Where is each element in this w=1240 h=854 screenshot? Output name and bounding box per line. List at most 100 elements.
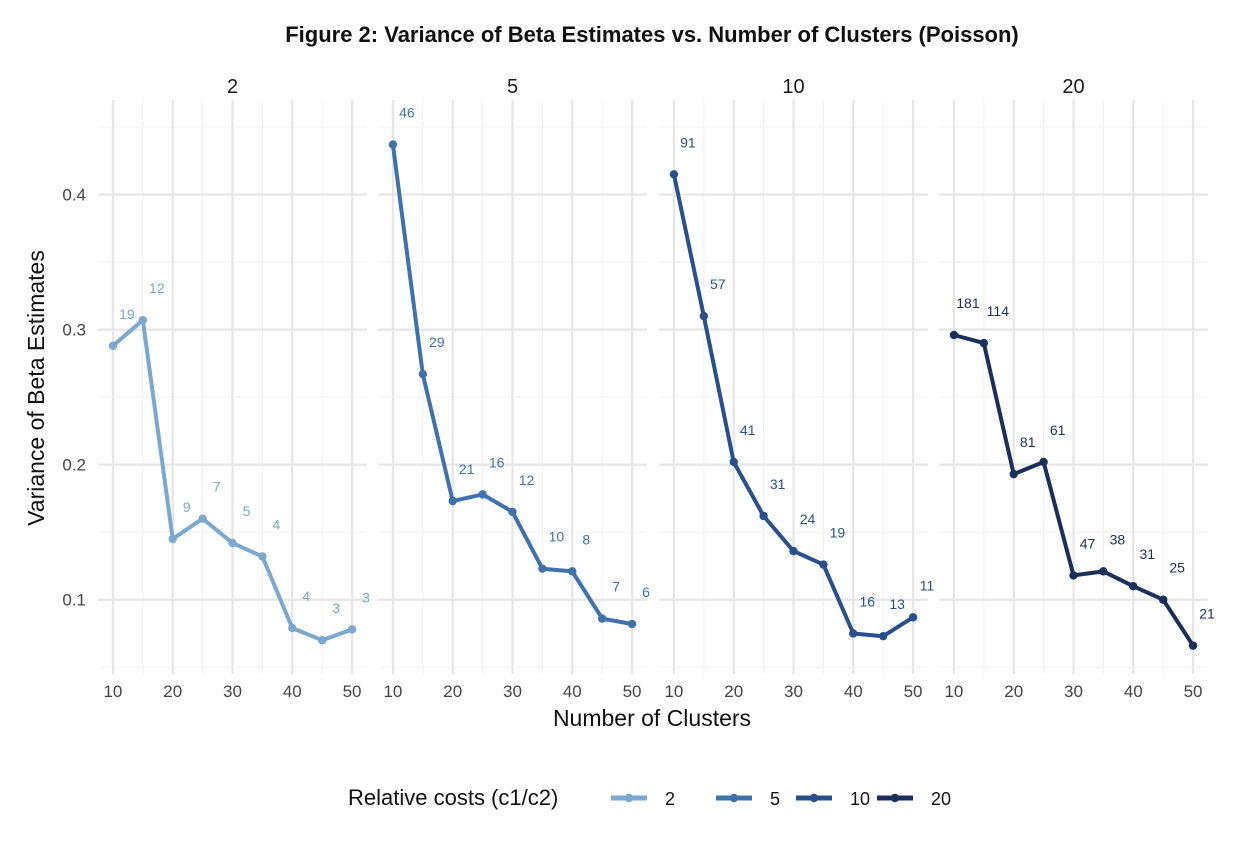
data-point (508, 507, 517, 517)
legend-key-point (890, 793, 900, 803)
data-point (597, 614, 607, 623)
data-label: 57 (710, 276, 726, 292)
data-label: 3 (362, 589, 370, 605)
data-label: 7 (213, 479, 221, 495)
x-tick-label: 10 (664, 682, 683, 701)
x-tick-label: 20 (1004, 682, 1023, 701)
data-point (478, 490, 487, 499)
x-tick-label: 50 (904, 682, 923, 701)
data-label: 12 (519, 472, 535, 488)
data-point (1069, 571, 1078, 580)
data-label: 16 (489, 454, 505, 470)
y-tick-label: 0.3 (62, 321, 86, 340)
data-point (538, 564, 547, 573)
data-label: 7 (612, 579, 620, 595)
facet-panel: 20 10 20 30 40 50 181 114 81 61 47 38 31 25 21 (939, 76, 1215, 701)
data-label: 5 (243, 503, 251, 519)
data-point (1158, 595, 1168, 604)
x-tick-label: 10 (944, 682, 963, 701)
data-label: 181 (956, 295, 980, 311)
legend-item: 2 (611, 789, 675, 809)
x-tick-label: 50 (1184, 682, 1203, 701)
x-tick-label: 50 (343, 682, 362, 701)
x-tick-label: 30 (784, 682, 803, 701)
data-point (627, 619, 637, 629)
data-point (1009, 469, 1018, 479)
facet-panel: 10 10 20 30 40 50 91 57 41 31 24 19 16 13 11 (659, 76, 935, 701)
data-label: 46 (399, 105, 415, 121)
data-point (418, 369, 428, 379)
data-point (908, 613, 918, 622)
legend-item: 20 (877, 789, 951, 809)
facet-strip-label: 2 (227, 76, 238, 98)
data-point (949, 330, 959, 340)
legend-key-point (624, 793, 634, 803)
data-label: 11 (920, 577, 935, 593)
data-label: 47 (1080, 535, 1096, 551)
x-tick-label: 40 (563, 682, 582, 701)
facet-panel: 2 10 20 30 40 50 19 12 9 7 5 4 4 3 3 (98, 76, 370, 701)
y-tick-label: 0.4 (62, 186, 86, 205)
data-label: 3 (332, 600, 340, 616)
data-label: 19 (830, 525, 846, 541)
x-tick-label: 30 (223, 682, 242, 701)
data-point (228, 538, 237, 548)
data-point (168, 534, 177, 544)
x-tick-label: 20 (443, 682, 462, 701)
data-label: 4 (302, 588, 310, 604)
data-label: 10 (549, 529, 565, 545)
x-tick-label: 30 (503, 682, 522, 701)
data-point (759, 511, 768, 521)
data-point (288, 623, 297, 633)
data-label: 6 (642, 584, 650, 600)
legend-item: 10 (796, 789, 870, 809)
data-point (347, 625, 357, 634)
chart-title: Figure 2: Variance of Beta Estimates vs.… (285, 22, 1019, 47)
data-point (1188, 641, 1198, 650)
data-point (849, 629, 858, 638)
facet-strip-label: 5 (507, 76, 518, 98)
data-label: 41 (740, 422, 756, 438)
x-tick-label: 40 (844, 682, 863, 701)
data-point (388, 140, 398, 149)
data-label: 81 (1020, 434, 1036, 450)
data-label: 25 (1169, 560, 1185, 576)
data-label: 31 (1139, 546, 1155, 562)
data-label: 31 (770, 476, 786, 492)
data-point (317, 636, 327, 645)
data-point (699, 311, 709, 321)
legend-label: 5 (770, 789, 780, 809)
x-tick-label: 30 (1064, 682, 1083, 701)
data-point (1039, 457, 1048, 467)
x-tick-label: 10 (103, 682, 122, 701)
y-tick-label: 0.1 (62, 591, 86, 610)
data-point (1129, 582, 1138, 591)
x-tick-label: 40 (283, 682, 302, 701)
facet-strip-label: 10 (782, 76, 804, 98)
data-point (568, 567, 577, 576)
data-point (108, 341, 118, 351)
data-point (819, 560, 828, 569)
facet-panel: 5 10 20 30 40 50 46 29 21 16 12 10 8 7 6 (378, 76, 650, 701)
data-label: 114 (987, 303, 1010, 319)
data-label: 21 (1199, 606, 1215, 622)
data-label: 38 (1110, 531, 1126, 547)
data-label: 4 (272, 516, 280, 532)
data-point (1099, 567, 1108, 576)
legend-key-point (809, 793, 819, 803)
facet-panels: 0.1 0.2 0.3 0.4 2 10 20 30 40 50 19 12 9 7 5 4 4 3 3 5 10 20 3… (62, 76, 1215, 701)
x-tick-label: 20 (724, 682, 743, 701)
data-label: 8 (582, 531, 590, 547)
data-point (138, 315, 148, 325)
data-point (979, 338, 989, 348)
y-axis-title: Variance of Beta Estimates (23, 250, 49, 526)
data-label: 29 (429, 334, 445, 350)
x-tick-label: 50 (623, 682, 642, 701)
data-point (878, 631, 888, 641)
data-point (198, 514, 207, 523)
data-label: 16 (859, 593, 875, 609)
legend-items: 2 5 10 20 (611, 789, 951, 809)
data-point (789, 546, 798, 556)
